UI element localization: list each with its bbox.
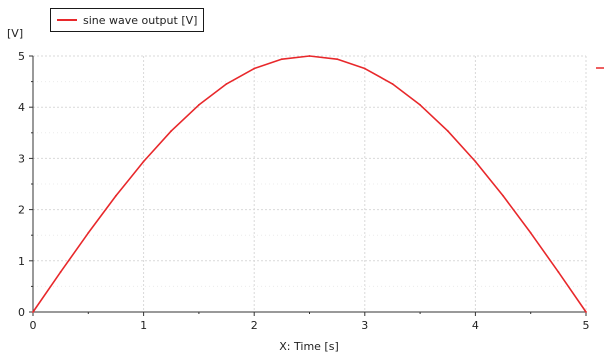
series-point (474, 160, 477, 163)
grid (32, 55, 587, 313)
legend-label: sine wave output [V] (83, 13, 198, 27)
series-point (419, 103, 421, 106)
series-point (557, 271, 560, 273)
series-point (115, 194, 117, 197)
x-axis-label-wrap: X: Time [s] (0, 340, 606, 353)
y-tick-label: 3 (18, 152, 25, 165)
series (32, 55, 587, 313)
series-point (446, 130, 449, 132)
ticks: 0 1 2 3 4 5 0 1 2 3 4 5 (18, 50, 590, 332)
y-tick-label: 2 (18, 204, 25, 217)
x-tick-label: 3 (361, 319, 368, 332)
series-point (225, 83, 228, 85)
series-point (170, 130, 173, 132)
series-point (308, 55, 311, 57)
series-point (142, 160, 145, 163)
y-tick-label: 0 (18, 306, 25, 319)
x-tick-label: 4 (472, 319, 479, 332)
series-point (363, 67, 366, 70)
x-tick-label: 2 (251, 319, 258, 332)
x-tick-label: 5 (583, 319, 590, 332)
x-tick-label: 0 (30, 319, 37, 332)
y-axis-label: [V] (7, 27, 24, 40)
series-point (198, 103, 200, 106)
x-axis-label: X: Time [s] (279, 340, 339, 353)
series-point (502, 194, 504, 197)
y-tick-label: 4 (18, 101, 25, 114)
series-point (32, 311, 34, 313)
x-tick-label: 1 (140, 319, 147, 332)
series-point (87, 231, 90, 234)
series-point (280, 58, 283, 61)
y-tick-label: 5 (18, 50, 25, 63)
series-point (529, 231, 532, 234)
y-tick-label: 1 (18, 255, 25, 268)
series-point (59, 271, 62, 273)
series-point (253, 67, 256, 70)
legend-swatch (57, 19, 77, 21)
series-point (585, 311, 587, 313)
series-point (336, 58, 339, 61)
legend: sine wave output [V] (50, 8, 205, 32)
series-point (391, 83, 394, 85)
